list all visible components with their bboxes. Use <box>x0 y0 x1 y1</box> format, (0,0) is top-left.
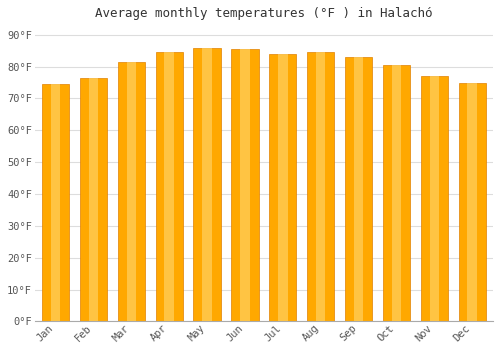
Bar <box>420 76 448 321</box>
Bar <box>126 62 136 321</box>
Bar <box>354 57 364 321</box>
Bar <box>383 65 410 321</box>
Bar <box>202 48 212 321</box>
Bar <box>194 48 220 321</box>
Bar <box>164 52 174 321</box>
Bar <box>80 78 107 321</box>
Bar <box>278 54 287 321</box>
Bar <box>118 62 145 321</box>
Bar <box>240 49 250 321</box>
Bar <box>51 84 60 321</box>
Bar <box>468 83 477 321</box>
Bar <box>269 54 296 321</box>
Bar <box>316 52 326 321</box>
Title: Average monthly temperatures (°F ) in Halachó: Average monthly temperatures (°F ) in Ha… <box>95 7 432 20</box>
Bar <box>458 83 486 321</box>
Bar <box>307 52 334 321</box>
Bar <box>232 49 258 321</box>
Bar <box>156 52 183 321</box>
Bar <box>345 57 372 321</box>
Bar <box>392 65 401 321</box>
Bar <box>430 76 439 321</box>
Bar <box>88 78 98 321</box>
Bar <box>42 84 69 321</box>
